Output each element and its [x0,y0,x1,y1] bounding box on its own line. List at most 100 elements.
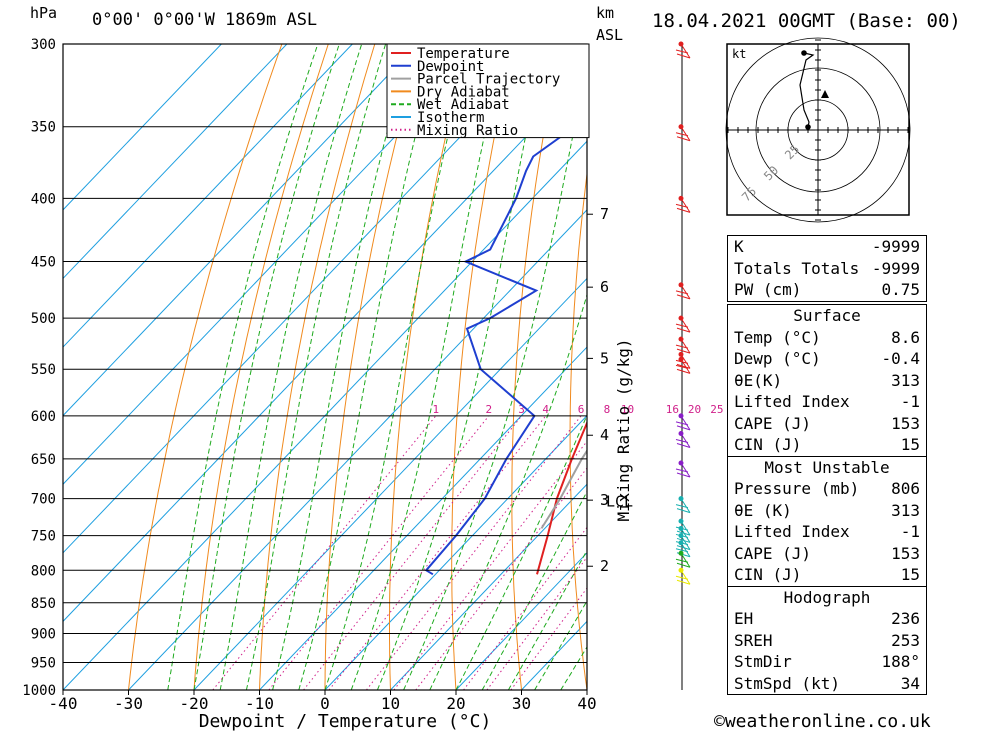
indices-surface-table: Surface Temp (°C) 8.6 Dewp (°C) -0.4 θE(K)… [727,304,927,695]
dry-adiabat-line [978,44,1000,690]
index-value: 153 [891,543,920,563]
x-tick-label: 20 [446,694,465,713]
mixing-ratio-line [366,415,582,690]
x-tick-label: 40 [577,694,596,713]
pressure-tick-label: 450 [31,255,56,271]
isotherm-line [63,44,288,280]
mu-row: Lifted Index -1 [728,521,926,543]
pressure-tick-label: 600 [31,409,56,425]
mixing-ratio-label: 16 [666,403,679,416]
wet-adiabat-line [298,44,440,690]
wind-barb [675,354,691,369]
wet-adiabat-line [324,44,471,690]
mixing-ratio-axis-label: Mixing Ratio (g/kg) [614,338,633,521]
wet-adiabat-line [507,549,587,690]
mixing-ratio-line [463,526,587,690]
x-axis-label: Dewpoint / Temperature (°C) [199,711,492,732]
km-unit-label: km [596,4,615,22]
surface-row: Lifted Index -1 [728,391,926,413]
index-label: Temp (°C) [734,327,821,347]
index-value: -9999 [871,258,920,278]
hodo-row: StmDir 188° [728,651,926,673]
wind-barb [675,198,691,213]
legend-box [386,43,590,139]
index-label: EH [734,609,754,628]
km-tick-label: 3 [600,491,609,509]
index-value: 313 [891,370,920,390]
isotherm-line [63,140,587,690]
index-label: StmSpd (kt) [734,673,840,693]
pressure-tick-label: 550 [31,362,56,378]
isotherm-line [324,414,587,690]
x-tick-label: -30 [114,694,143,713]
x-tick-label: -40 [49,694,78,713]
hodograph-unit: kt [732,47,746,61]
index-label: Pressure (mb) [734,479,860,498]
mixing-ratio-label: 6 [578,403,585,416]
wind-barb [675,462,691,478]
hodo-row: StmSpd (kt) 34 [728,673,926,695]
index-row-k: K -9999 [728,236,926,258]
x-tick-label: 10 [381,694,400,713]
surface-row: Dewp (°C) -0.4 [728,348,926,370]
index-label: CIN (J) [734,435,802,454]
mu-row: θE (K) 313 [728,500,926,522]
mixing-ratio-label: 3 [518,403,525,416]
index-value: 15 [900,435,920,454]
indices-general-table: K -9999 Totals Totals -9999 PW (cm) 0.75 [727,235,927,302]
legend-label: Temperature [417,46,510,62]
legend-label: Dewpoint [417,59,484,75]
wind-barb [675,284,691,300]
index-label: Dewp (°C) [734,349,821,368]
hodograph-ring [725,37,911,223]
location-title: 0°00' 0°00'W 1869m ASL [92,10,318,30]
hodograph-end-marker [801,50,807,56]
credit-link[interactable]: ©weatheronline.co.uk [714,711,931,732]
hodo-row: EH 236 [728,608,926,630]
mixing-ratio-line [393,440,587,690]
wet-adiabat-line [193,44,340,690]
index-label: K [734,237,744,256]
x-tick-label: 30 [512,694,531,713]
index-value: 15 [900,565,920,584]
hodograph-title: Hodograph [783,587,871,607]
legend-label: Dry Adiabat [417,84,510,100]
pressure-tick-label: 350 [31,120,56,136]
mixing-ratio-label: 8 [604,403,611,416]
surface-row: Temp (°C) 8.6 [728,327,926,349]
mixing-ratio-label: 10 [621,403,634,416]
pressure-tick-label: 850 [31,596,56,612]
parcel-trajectory-profile [540,449,587,529]
index-value: 153 [891,413,920,433]
index-value: -0.4 [881,349,920,368]
legend-label: Isotherm [417,110,484,126]
wind-barb [675,359,691,374]
isotherm-line [63,44,484,485]
mu-row: CAPE (J) 153 [728,543,926,565]
wind-barb [675,126,691,142]
isotherm-line [390,483,587,690]
wind-barb [675,317,691,333]
hodograph-trace [799,52,815,128]
pressure-tick-label: 950 [31,655,56,671]
pressure-tick-label: 300 [31,37,56,53]
x-tick-label: -10 [245,694,274,713]
isotherm-line [63,44,550,554]
index-label: θE (K) [734,500,792,520]
dry-adiabat-line [128,44,283,690]
mu-row: CIN (J) 15 [728,564,926,586]
index-value: 253 [891,630,920,650]
hodo-row: SREH 253 [728,630,926,652]
asl-unit-label: ASL [596,26,624,44]
surface-row: CAPE (J) 153 [728,413,926,435]
index-label: Totals Totals [734,258,860,278]
index-label: SREH [734,630,773,650]
mixing-ratio-label: 20 [688,403,701,416]
index-value: -9999 [871,237,920,256]
most-unstable-title: Most Unstable [764,457,890,477]
index-label: CAPE (J) [734,413,812,433]
pressure-tick-label: 900 [31,626,56,642]
pressure-unit-label: hPa [30,4,58,22]
pressure-tick-label: 800 [31,563,56,579]
wind-barb [675,43,691,59]
